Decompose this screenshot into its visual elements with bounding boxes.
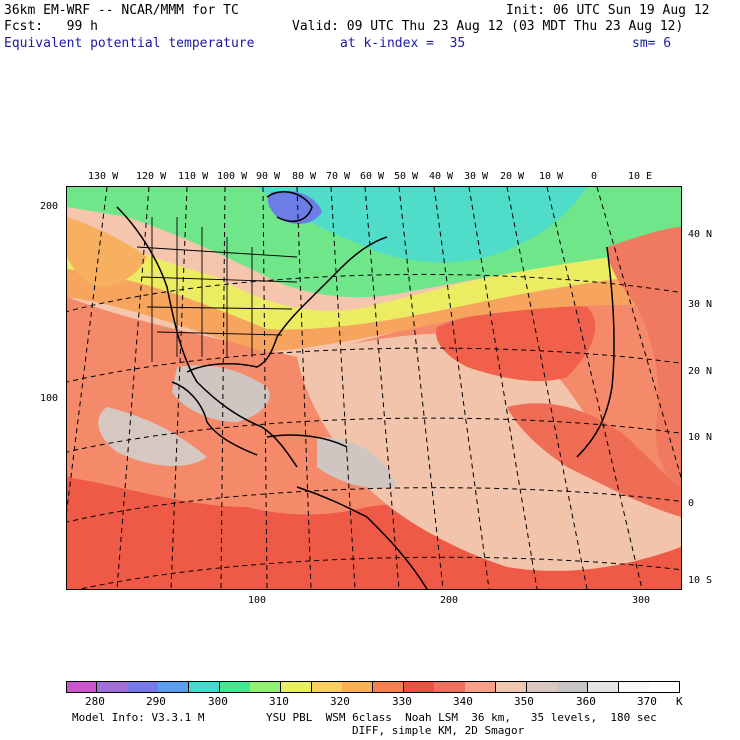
lon-label: 90 W xyxy=(256,171,281,182)
colorbar-swatch xyxy=(465,681,497,693)
colorbar-swatch xyxy=(280,681,313,693)
colorbar-swatch xyxy=(557,681,589,693)
grid-x-label: 100 xyxy=(248,595,267,606)
lon-label: 0 xyxy=(591,171,598,182)
colorbar-swatch xyxy=(649,681,681,693)
lon-label: 130 W xyxy=(88,171,119,182)
lon-label: 10 W xyxy=(539,171,564,182)
colorbar-tick-label: 290 xyxy=(146,695,166,708)
colorbar-swatch xyxy=(127,681,159,693)
valid-time: Valid: 09 UTC Thu 23 Aug 12 (03 MDT Thu … xyxy=(292,19,684,34)
lon-label: 30 W xyxy=(464,171,489,182)
lat-label: 10 S xyxy=(688,575,713,586)
colorbar-swatch xyxy=(403,681,435,693)
colorbar-swatch xyxy=(495,681,527,693)
grid-y-label: 200 xyxy=(40,201,59,212)
colorbar-tick-label: 360 xyxy=(576,695,596,708)
field-name: Equivalent potential temperature xyxy=(4,36,255,51)
grid-x-label: 300 xyxy=(632,595,651,606)
colorbar-swatch xyxy=(618,681,650,693)
lon-label: 40 W xyxy=(429,171,454,182)
colorbar-tick-label: 340 xyxy=(453,695,473,708)
theta-e-map xyxy=(66,186,682,590)
physics-info: YSU PBL WSM 6class Noah LSM 36 km, 35 le… xyxy=(266,711,657,724)
colorbar-swatch xyxy=(342,681,374,693)
color-scale-bar xyxy=(66,681,681,693)
colorbar-swatch xyxy=(96,681,128,693)
grid-x-label: 200 xyxy=(440,595,459,606)
level-label: at k-index = 35 xyxy=(340,36,466,51)
lon-label: 20 W xyxy=(500,171,525,182)
colorbar-swatch xyxy=(311,681,343,693)
colorbar-swatch xyxy=(158,681,190,693)
lon-label: 60 W xyxy=(360,171,385,182)
model-info: Model Info: V3.3.1 M xyxy=(72,711,205,724)
colorbar-swatch xyxy=(373,681,405,693)
colorbar-tick-label: 350 xyxy=(514,695,534,708)
model-title: 36km EM-WRF -- NCAR/MMM for TC xyxy=(4,3,239,18)
init-time: Init: 06 UTC Sun 19 Aug 12 xyxy=(506,3,710,18)
lon-label: 80 W xyxy=(292,171,317,182)
colorbar-swatch xyxy=(66,681,98,693)
colorbar-swatch xyxy=(526,681,558,693)
lat-label: 0 xyxy=(688,498,695,509)
colorbar-swatch xyxy=(219,681,251,693)
lat-label: 40 N xyxy=(688,229,713,240)
colorbar-swatch xyxy=(587,681,620,693)
colorbar-tick-label: 300 xyxy=(208,695,228,708)
colorbar-tick-label: 330 xyxy=(392,695,412,708)
colorbar-tick-label: 320 xyxy=(330,695,350,708)
lat-label: 10 N xyxy=(688,432,713,443)
colorbar-unit: K xyxy=(676,695,683,708)
lon-label: 70 W xyxy=(326,171,351,182)
colorbar-tick-label: 280 xyxy=(85,695,105,708)
forecast-hour: Fcst: 99 h xyxy=(4,19,98,34)
colorbar-swatch xyxy=(188,681,220,693)
lon-label: 50 W xyxy=(394,171,419,182)
lon-label: 100 W xyxy=(217,171,248,182)
lon-label: 120 W xyxy=(136,171,167,182)
colorbar-tick-label: 370 xyxy=(637,695,657,708)
lon-label: 110 W xyxy=(178,171,209,182)
lat-label: 20 N xyxy=(688,366,713,377)
lon-label: 10 E xyxy=(628,171,653,182)
lat-label: 30 N xyxy=(688,299,713,310)
smoothing-label: sm= 6 xyxy=(632,36,672,51)
diffusion-info: DIFF, simple KM, 2D Smagor xyxy=(352,724,525,737)
colorbar-tick-label: 310 xyxy=(269,695,289,708)
grid-y-label: 100 xyxy=(40,393,59,404)
colorbar-swatch xyxy=(250,681,282,693)
colorbar-swatch xyxy=(434,681,466,693)
